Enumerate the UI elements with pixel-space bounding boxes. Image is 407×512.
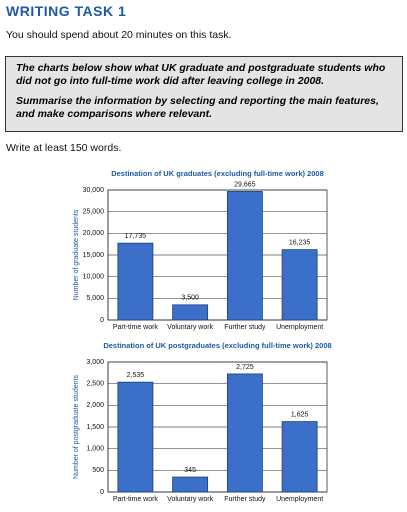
- value-label: 345: [184, 467, 196, 474]
- y-tick-label: 2,500: [86, 381, 104, 388]
- value-label: 2,725: [236, 364, 254, 371]
- bar: [226, 373, 263, 493]
- chart-title: Destination of UK graduates (excluding f…: [111, 169, 324, 178]
- y-tick-label: 20,000: [83, 230, 105, 237]
- value-label: 17,735: [125, 233, 147, 240]
- y-tick-label: 30,000: [83, 187, 105, 194]
- y-tick-label: 0: [100, 317, 104, 324]
- x-tick-label: Further study: [224, 496, 266, 503]
- y-tick-label: 5,000: [86, 295, 104, 302]
- x-tick-label: Voluntary work: [167, 496, 213, 503]
- x-tick-label: Voluntary work: [167, 324, 213, 331]
- x-tick-label: Unemployment: [276, 496, 323, 503]
- task-title: WRITING TASK 1: [6, 3, 127, 19]
- value-label: 2,535: [127, 372, 145, 379]
- value-label: 3,500: [181, 295, 199, 302]
- y-tick-label: 1,000: [86, 446, 104, 453]
- x-tick-label: Unemployment: [276, 324, 323, 331]
- y-tick-label: 0: [100, 489, 104, 496]
- bar: [281, 249, 318, 321]
- value-label: 1,625: [291, 411, 309, 418]
- y-tick-label: 2,000: [86, 402, 104, 409]
- bar: [281, 421, 318, 493]
- x-tick-label: Part-time work: [113, 496, 159, 503]
- bar: [117, 381, 154, 493]
- bar: [226, 191, 263, 321]
- bar: [172, 476, 209, 493]
- plot-frame: [107, 361, 328, 493]
- time-note: You should spend about 20 minutes on thi…: [6, 29, 232, 41]
- x-tick-label: Part-time work: [113, 324, 159, 331]
- y-axis-label: Number of graduate students: [73, 209, 80, 300]
- y-tick-label: 15,000: [83, 252, 105, 259]
- y-tick-label: 1,500: [86, 424, 104, 431]
- bar: [117, 242, 154, 321]
- y-axis-label: Number of postgraduate students: [73, 375, 80, 479]
- task-box: The charts below show what UK graduate a…: [5, 56, 403, 132]
- word-note: Write at least 150 words.: [6, 142, 122, 154]
- task-prompt: The charts below show what UK graduate a…: [16, 62, 386, 87]
- x-tick-label: Further study: [224, 324, 266, 331]
- y-tick-label: 10,000: [83, 274, 105, 281]
- y-tick-label: 3,000: [86, 359, 104, 366]
- chart-title: Destination of UK postgraduates (excludi…: [103, 341, 331, 350]
- y-tick-label: 25,000: [83, 209, 105, 216]
- value-label: 29,665: [234, 181, 256, 188]
- plot-frame: [107, 189, 328, 321]
- value-label: 16,235: [289, 239, 311, 246]
- y-tick-label: 500: [92, 467, 104, 474]
- bar: [172, 304, 209, 321]
- task-instruction: Summarise the information by selecting a…: [16, 95, 379, 120]
